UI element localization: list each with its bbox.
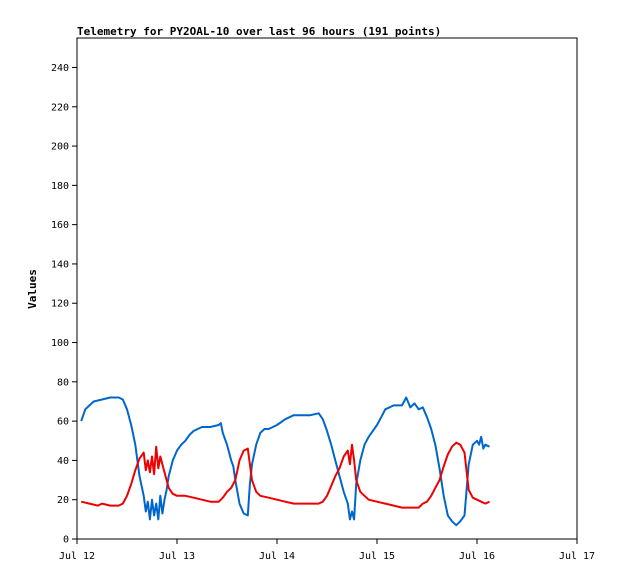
y-tick-label: 120 bbox=[51, 299, 69, 310]
y-tick-label: 80 bbox=[57, 377, 69, 388]
y-tick-label: 220 bbox=[51, 102, 69, 113]
y-tick-label: 200 bbox=[51, 142, 69, 153]
x-axis-ticks: Jul 12 Jul 13 Jul 14 Jul 15 Jul 16 Jul 17 bbox=[59, 539, 595, 562]
y-tick-label: 100 bbox=[51, 338, 69, 349]
x-tick-label: Jul 17 bbox=[559, 551, 595, 562]
plot-area bbox=[76, 37, 578, 540]
series-line-1 bbox=[80, 396, 490, 527]
y-tick-label: 180 bbox=[51, 181, 69, 192]
y-axis-ticks: 0 20 40 60 80 100 120 140 160 180 200 220 240 bbox=[51, 63, 77, 546]
y-tick-label: 0 bbox=[63, 535, 69, 546]
y-tick-label: 140 bbox=[51, 259, 69, 270]
chart-title: Telemetry for PY2OAL-10 over last 96 hou… bbox=[77, 25, 441, 38]
series-layer bbox=[80, 396, 490, 527]
y-tick-label: 40 bbox=[57, 456, 69, 467]
y-tick-label: 240 bbox=[51, 63, 69, 74]
x-tick-label: Jul 15 bbox=[359, 551, 395, 562]
x-tick-label: Jul 13 bbox=[159, 551, 195, 562]
y-tick-label: 60 bbox=[57, 417, 69, 428]
y-axis-label: Values bbox=[26, 269, 39, 309]
x-tick-label: Jul 12 bbox=[59, 551, 95, 562]
y-tick-label: 160 bbox=[51, 220, 69, 231]
y-tick-label: 20 bbox=[57, 495, 69, 506]
x-tick-label: Jul 14 bbox=[259, 551, 295, 562]
x-tick-label: Jul 16 bbox=[459, 551, 495, 562]
series-line-2 bbox=[80, 441, 490, 509]
